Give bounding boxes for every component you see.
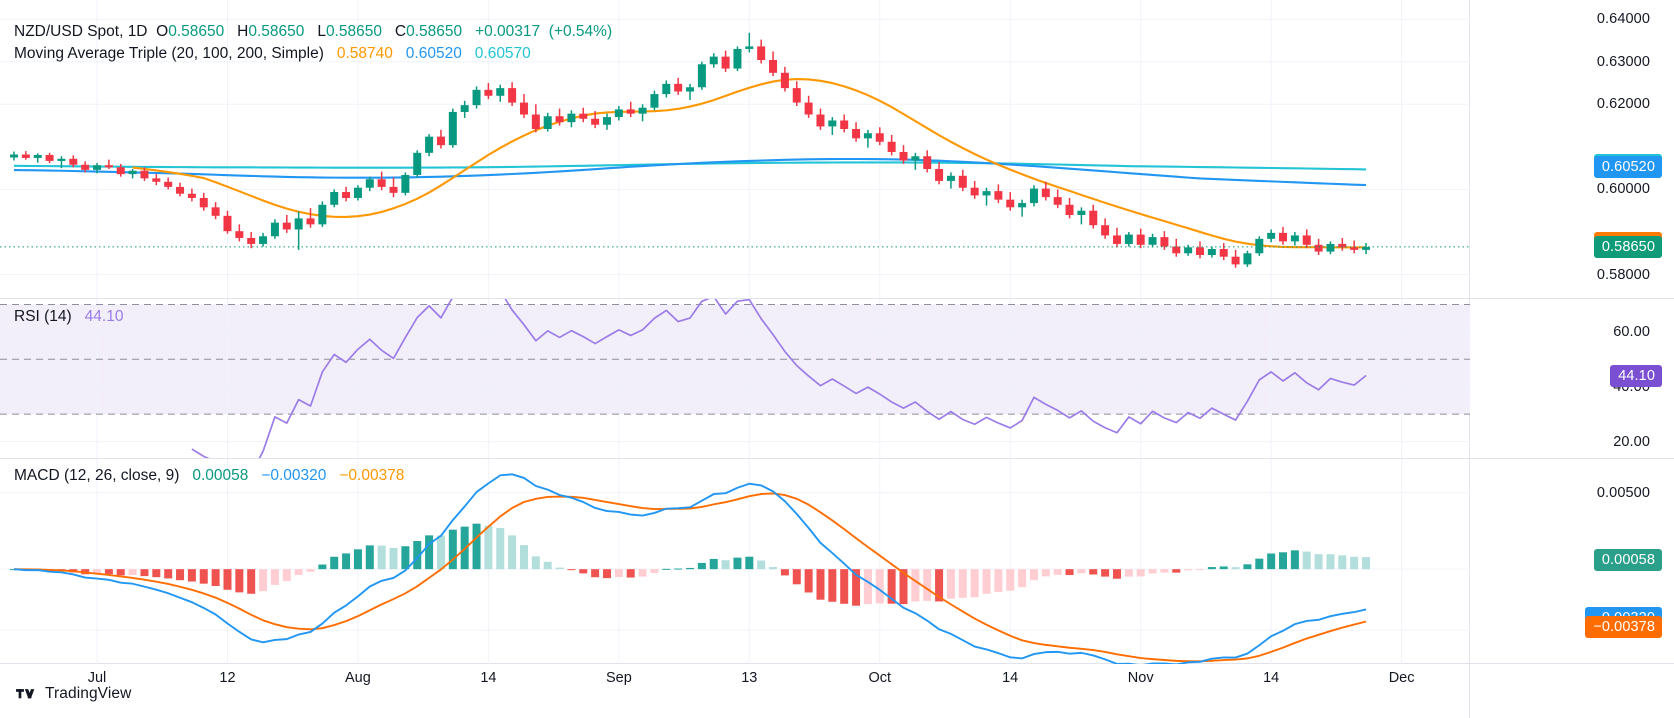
macd-title[interactable]: MACD (12, 26, close, 9) (14, 467, 180, 484)
symbol-legend: NZD/USD Spot, 1D O0.58650 H0.58650 L0.58… (14, 22, 612, 64)
time-axis-tick: Oct (868, 670, 892, 686)
macd-signal-value: −0.00378 (339, 467, 405, 484)
macd-pane: 0.00500 0.00058 −0.00320 −0.00378 MACD (12,… (0, 459, 1674, 664)
rsi-legend: RSI (14) 44.10 (14, 307, 123, 327)
time-axis-tick: 14 (1002, 670, 1019, 686)
price-badge: 0.58650 (1593, 235, 1662, 258)
price-plot-area[interactable] (0, 0, 1470, 298)
rsi-value: 44.10 (84, 308, 124, 325)
ma100-value-text: 0.60520 (405, 45, 462, 62)
rsi-axis-tick: 20.00 (1613, 433, 1650, 450)
ma20-value-text: 0.58740 (336, 45, 393, 62)
macd-badge: −0.00378 (1585, 616, 1662, 638)
macd-axis-tick: 0.00500 (1596, 484, 1650, 501)
price-axis-tick: 0.64000 (1596, 11, 1650, 28)
ohlc-open-label: O (151, 23, 169, 40)
time-axis-tick: Aug (344, 670, 371, 686)
price-axis-tick: 0.63000 (1596, 53, 1650, 70)
ohlc-low-value: 0.58650 (325, 23, 382, 40)
rsi-axis[interactable]: 60.00 40.00 20.00 44.10 (1470, 299, 1674, 458)
ohlc-high-value: 0.58650 (248, 23, 305, 40)
ohlc-low-label: L (308, 23, 326, 40)
ohlc-close-value: 0.58650 (406, 23, 463, 40)
ma200-value (466, 45, 475, 62)
rsi-plot-area[interactable] (0, 299, 1470, 458)
ma20-value (328, 45, 337, 62)
price-change (466, 23, 475, 40)
rsi-pane: 60.00 40.00 20.00 44.10 RSI (14) 44.10 (0, 299, 1674, 458)
time-axis-tick: Dec (1388, 670, 1415, 686)
time-axis-tick: 12 (219, 670, 236, 686)
rsi-badge: 44.10 (1610, 364, 1662, 387)
pane-separator-1[interactable] (0, 298, 1674, 299)
price-axis-tick: 0.60000 (1596, 181, 1650, 198)
rsi-spacer (76, 308, 85, 325)
time-axis-tick: 14 (480, 670, 497, 686)
price-axis-tick: 0.58000 (1596, 266, 1650, 283)
pane-separator-2[interactable] (0, 458, 1674, 459)
price-badge: 0.60520 (1593, 156, 1662, 179)
symbol-legend-row: NZD/USD Spot, 1D O0.58650 H0.58650 L0.58… (14, 22, 612, 42)
tradingview-mark-icon (16, 689, 35, 699)
macd-badge: 0.00058 (1593, 549, 1662, 572)
macd-line-value: −0.00320 (261, 467, 327, 484)
price-change-value: +0.00317 (475, 23, 541, 40)
ma200-value-text: 0.60570 (474, 45, 531, 62)
tradingview-logo[interactable]: TradingView (16, 685, 131, 703)
time-axis-tick: 13 (741, 670, 758, 686)
ma-title[interactable]: Moving Average Triple (20, 100, 200, Sim… (14, 45, 324, 62)
price-axis-tick: 0.62000 (1596, 96, 1650, 113)
ohlc-open-value: 0.58650 (168, 23, 225, 40)
price-axis[interactable]: 0.64000 0.63000 0.62000 0.60000 0.58000 0.605… (1470, 0, 1674, 298)
time-axis-tick: Nov (1127, 670, 1154, 686)
ma-legend-row: Moving Average Triple (20, 100, 200, Sim… (14, 44, 612, 64)
ma100-value (397, 45, 406, 62)
time-axis[interactable]: Jul 12 Aug 14 Sep 13 Oct 14 Nov 14 Dec (0, 664, 1674, 698)
ohlc-close-label: C (386, 23, 407, 40)
symbol-title[interactable]: NZD/USD Spot, 1D (14, 23, 148, 40)
rsi-axis-tick: 60.00 (1613, 323, 1650, 340)
tradingview-wordmark: TradingView (45, 685, 132, 702)
macd-legend: MACD (12, 26, close, 9) 0.00058 −0.00320… (14, 466, 404, 486)
ohlc-high-label: H (228, 23, 249, 40)
time-axis-tick: Jul (87, 670, 107, 686)
time-axis-tick: 14 (1263, 670, 1280, 686)
rsi-title[interactable]: RSI (14) (14, 308, 72, 325)
macd-plot-area[interactable] (0, 459, 1470, 664)
price-pane: 0.64000 0.63000 0.62000 0.60000 0.58000 0.605… (0, 0, 1674, 298)
macd-hist-value: 0.00058 (192, 467, 249, 484)
price-change-pct-value: (+0.54%) (548, 23, 613, 40)
time-axis-tick: Sep (605, 670, 632, 686)
